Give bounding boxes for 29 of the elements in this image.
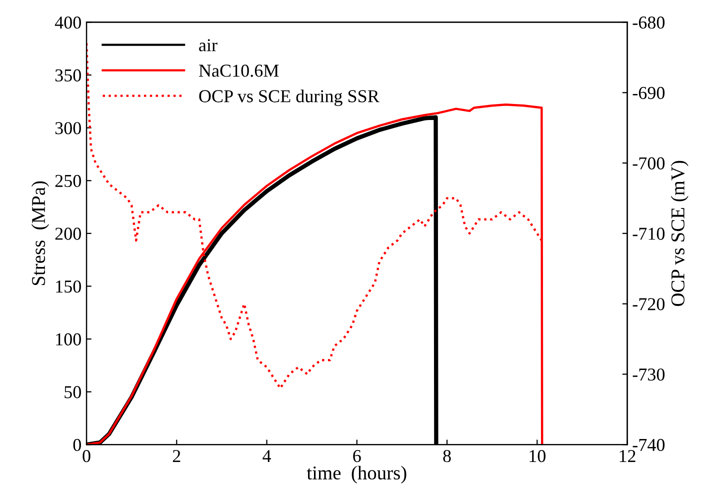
y-axis-title: Stress (MPa) (31, 181, 50, 286)
y2-tick-label: -680 (632, 16, 665, 29)
y2-tick-label: -740 (632, 438, 665, 452)
y-tick-label: 400 (54, 16, 81, 29)
y-tick-label: 100 (56, 333, 81, 346)
x-axis-title: time (hours) (306, 466, 406, 484)
y-tick-label: 50 (64, 386, 81, 398)
x-tick-label: 6 (353, 450, 361, 462)
legend-label: OCP vs SCE during SSR (199, 90, 380, 106)
y2-tick-label: -730 (632, 368, 665, 381)
legend-label: NaC10.6M (198, 64, 279, 77)
y-tick-label: 300 (55, 122, 81, 134)
x-tick-label: 10 (530, 450, 546, 462)
y-tick-label: 0 (73, 438, 81, 452)
y-tick-label: 350 (55, 69, 81, 82)
y-tick-label: 200 (55, 228, 81, 240)
x-tick-label: 8 (443, 450, 451, 462)
x-tick-label: 0 (82, 450, 90, 462)
x-tick-label: 12 (620, 450, 636, 462)
y2-tick-label: -690 (632, 86, 665, 100)
legend-label: air (199, 39, 218, 52)
x-tick-label: 2 (172, 450, 180, 462)
y-tick-label: 150 (56, 280, 81, 293)
y-tick-label: 250 (55, 174, 81, 188)
y2-tick-label: -710 (632, 228, 665, 240)
y2-tick-label: -700 (632, 157, 665, 170)
x-tick-label: 4 (262, 450, 271, 462)
y2-axis-title: OCP vs SCE (mV) (670, 160, 688, 306)
y2-tick-label: -720 (632, 298, 665, 310)
